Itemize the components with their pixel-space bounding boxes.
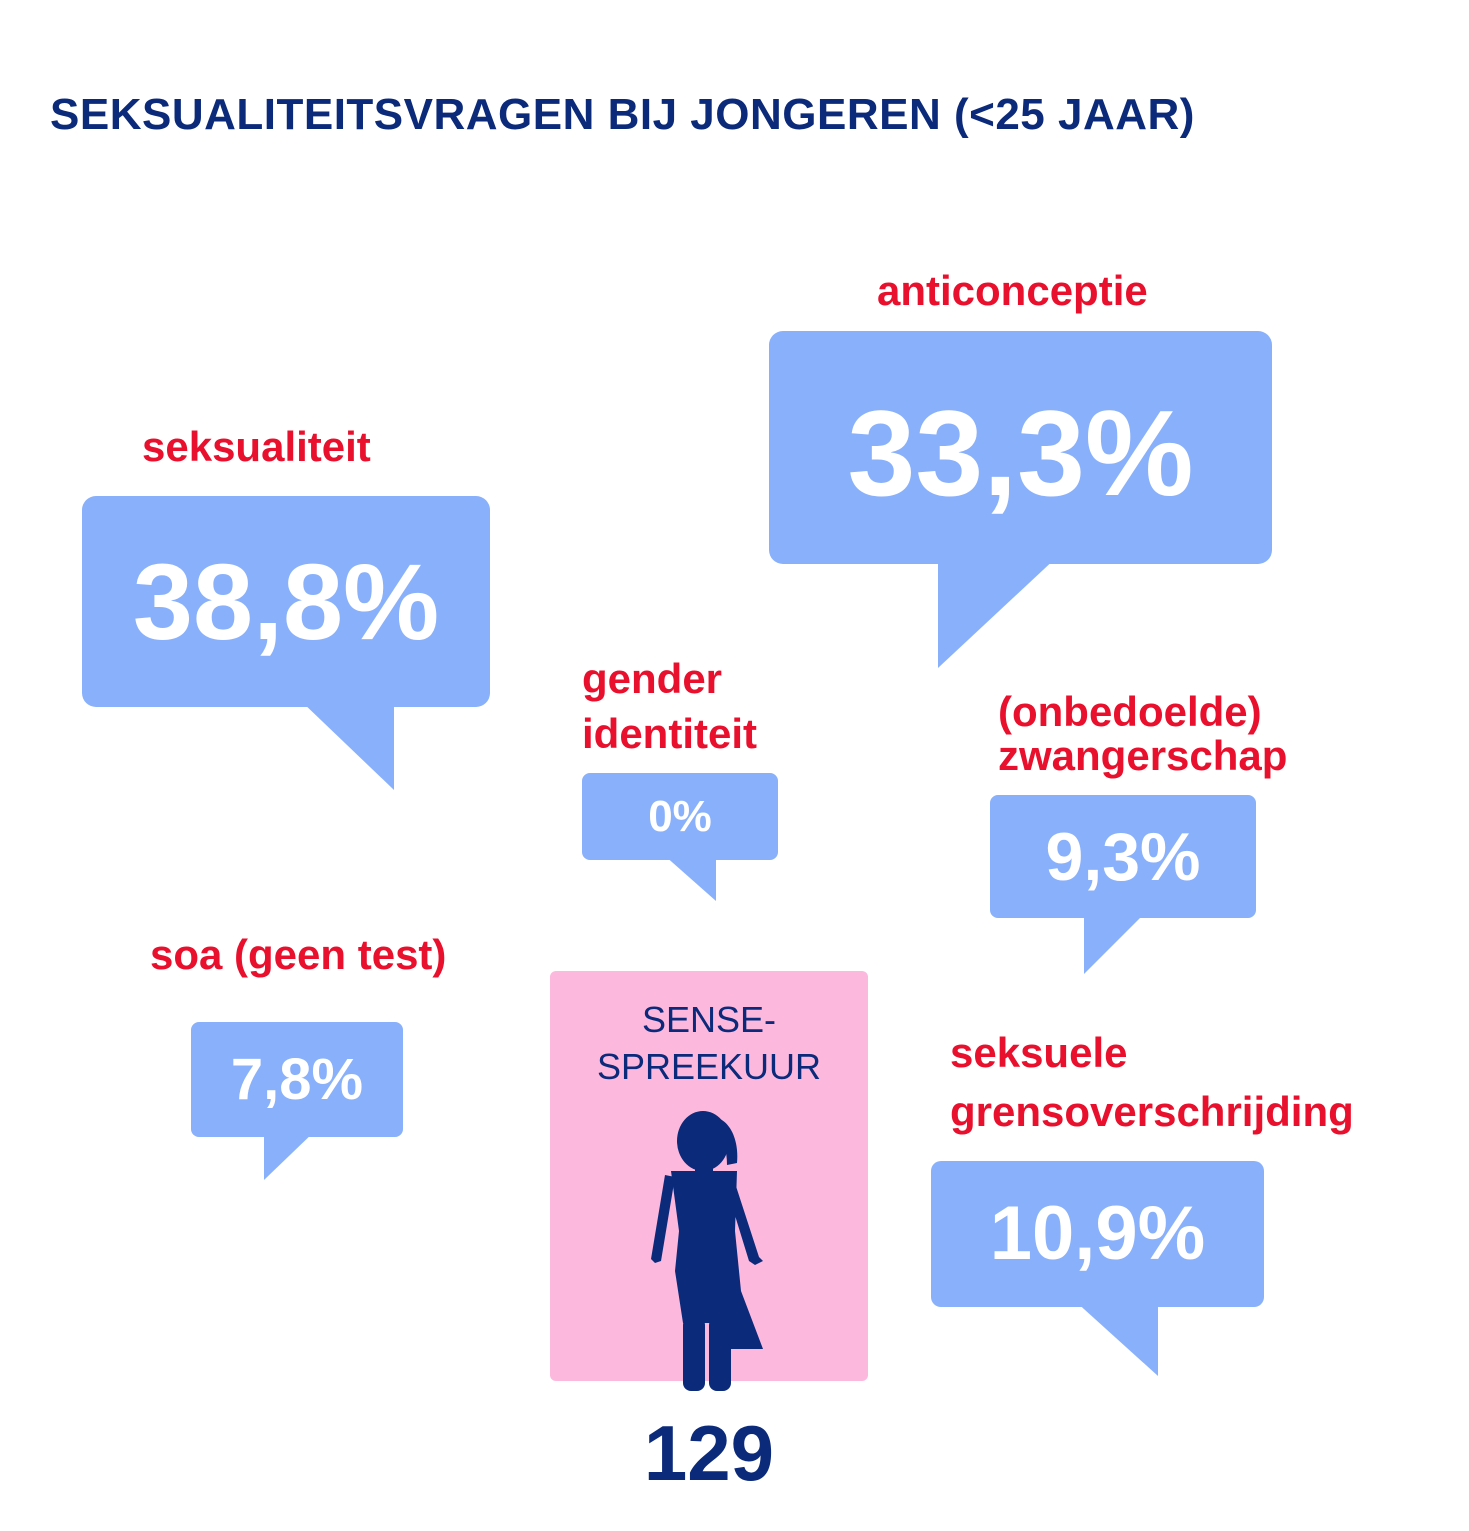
bubble-zwangerschap: 9,3%	[990, 795, 1256, 918]
value-soa: 7,8%	[230, 1046, 364, 1112]
label-seksualiteit: seksualiteit	[142, 423, 371, 470]
bubble-tail-seksualiteit	[300, 700, 394, 790]
sense-spreekuur-box: SENSE- SPREEKUUR	[550, 971, 868, 1391]
value-seksualiteit: 38,8%	[132, 540, 440, 662]
bubble-tail-gender-identiteit	[664, 855, 716, 901]
value-zwangerschap: 9,3%	[1045, 818, 1201, 895]
value-grensoverschrijding: 10,9%	[989, 1191, 1206, 1276]
bubble-anticonceptie: 33,3%	[769, 331, 1272, 564]
bubble-tail-anticonceptie	[938, 556, 1058, 668]
page-title: SEKSUALITEITSVRAGEN BIJ JONGEREN (<25 JA…	[50, 90, 1195, 139]
value-anticonceptie: 33,3%	[847, 384, 1194, 521]
label-anticonceptie: anticonceptie	[877, 267, 1148, 314]
bubble-tail-grensoverschrijding	[1074, 1300, 1158, 1376]
value-gender-identiteit: 0%	[648, 791, 712, 841]
bubble-gender-identiteit: 0%	[582, 773, 778, 860]
label-gender-identiteit: gender identiteit	[582, 655, 757, 757]
label-grensoverschrijding: seksuele grensoverschrijding	[950, 1029, 1354, 1135]
person-icon	[651, 1111, 763, 1391]
bubble-tail-zwangerschap	[1084, 912, 1146, 974]
bubble-soa: 7,8%	[191, 1022, 403, 1137]
bubble-tail-soa	[264, 1130, 316, 1180]
sense-count: 129	[643, 1409, 775, 1497]
bubble-seksualiteit: 38,8%	[82, 496, 490, 707]
sense-spreekuur-label: SENSE- SPREEKUUR	[596, 999, 822, 1087]
bubble-grensoverschrijding: 10,9%	[931, 1161, 1264, 1307]
label-zwangerschap: (onbedoelde) zwangerschap	[998, 688, 1288, 780]
label-soa: soa (geen test)	[150, 931, 447, 978]
